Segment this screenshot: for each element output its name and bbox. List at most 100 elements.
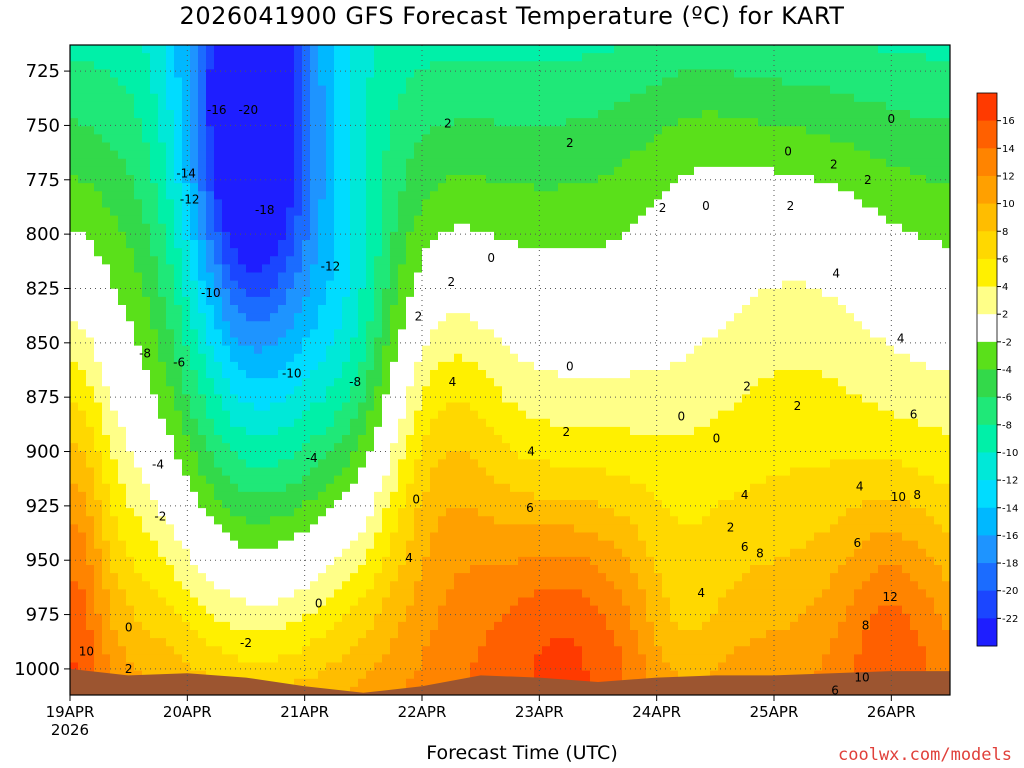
field-cell [542, 296, 551, 306]
field-cell [430, 638, 439, 647]
field-cell [158, 215, 167, 225]
field-cell [166, 402, 175, 412]
field-cell [158, 491, 167, 501]
field-cell [494, 134, 503, 144]
field-cell [246, 126, 255, 135]
field-cell [102, 540, 111, 550]
field-cell [502, 231, 511, 241]
field-cell [494, 524, 503, 534]
field-cell [534, 134, 543, 144]
field-cell [422, 621, 431, 631]
field-cell [134, 110, 143, 119]
field-cell [398, 158, 407, 168]
field-cell [454, 231, 463, 241]
field-cell [446, 223, 455, 233]
field-cell [326, 337, 335, 347]
field-cell [486, 435, 495, 444]
field-cell [206, 207, 215, 217]
field-cell [518, 101, 527, 111]
field-cell [166, 101, 175, 111]
field-cell [286, 654, 295, 664]
field-cell [366, 101, 375, 111]
field-cell [94, 500, 103, 509]
field-cell [78, 53, 87, 62]
field-cell [382, 662, 391, 672]
field-cell [190, 158, 199, 168]
field-cell [382, 272, 391, 282]
field-cell [94, 191, 103, 200]
field-cell [238, 386, 247, 395]
field-cell [462, 418, 471, 428]
field-cell [550, 426, 559, 436]
field-cell [430, 256, 439, 265]
field-cell [182, 621, 191, 631]
field-cell [414, 142, 423, 152]
field-cell [414, 491, 423, 501]
field-cell [86, 296, 95, 306]
field-cell [238, 313, 247, 322]
field-cell [166, 435, 175, 444]
field-cell [302, 410, 311, 420]
field-cell [550, 646, 559, 655]
field-cell [102, 435, 111, 444]
field-cell [310, 630, 319, 639]
field-cell [478, 386, 487, 395]
field-cell [182, 321, 191, 330]
field-cell [70, 142, 79, 152]
field-cell [214, 93, 223, 103]
field-cell [182, 183, 191, 192]
field-cell [158, 264, 167, 274]
field-cell [534, 150, 543, 160]
field-cell [366, 646, 375, 655]
field-cell [190, 264, 199, 274]
field-cell [110, 475, 119, 485]
field-cell [118, 175, 127, 184]
field-cell [94, 654, 103, 664]
field-cell [134, 101, 143, 111]
field-cell [550, 459, 559, 469]
field-cell [534, 69, 543, 79]
field-cell [134, 45, 143, 54]
field-cell [334, 223, 343, 233]
field-cell [110, 142, 119, 152]
field-cell [526, 621, 535, 631]
field-cell [270, 370, 279, 379]
field-cell [246, 69, 255, 79]
field-cell [206, 93, 215, 103]
field-cell [302, 613, 311, 623]
field-cell [470, 183, 479, 192]
field-cell [342, 459, 351, 469]
field-cell [310, 459, 319, 469]
field-cell [558, 402, 567, 412]
field-cell [366, 280, 375, 290]
field-cell [518, 272, 527, 282]
field-cell [486, 305, 495, 314]
field-cell [558, 191, 567, 200]
field-cell [134, 280, 143, 290]
field-cell [222, 256, 231, 265]
field-cell [190, 280, 199, 290]
field-cell [342, 556, 351, 566]
field-cell [70, 215, 79, 225]
field-cell [134, 556, 143, 566]
field-cell [430, 45, 439, 54]
field-cell [222, 475, 231, 485]
field-cell [558, 264, 567, 274]
field-cell [174, 573, 183, 582]
field-cell [150, 240, 159, 249]
field-cell [470, 410, 479, 420]
field-cell [398, 410, 407, 420]
field-cell [302, 240, 311, 249]
field-cell [310, 621, 319, 631]
field-cell [518, 605, 527, 615]
field-cell [398, 565, 407, 574]
field-cell [270, 662, 279, 672]
field-cell [158, 630, 167, 639]
field-cell [206, 142, 215, 152]
field-cell [462, 370, 471, 379]
field-cell [510, 426, 519, 436]
field-cell [150, 613, 159, 623]
field-cell [270, 524, 279, 534]
field-cell [166, 45, 175, 54]
field-cell [118, 85, 127, 95]
